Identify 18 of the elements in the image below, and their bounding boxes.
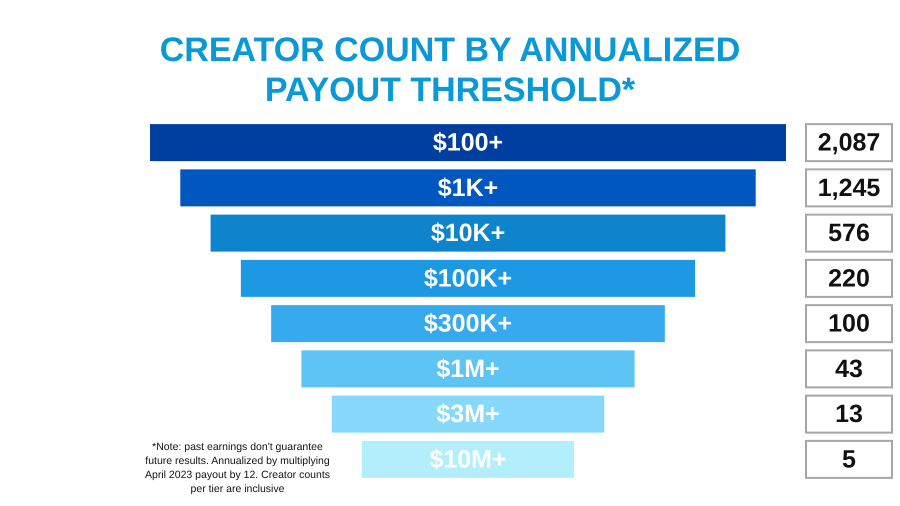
data-label: 5 <box>842 445 856 474</box>
category-label: $1K+ <box>438 174 498 202</box>
text: *Note: past earnings don't guarantee future results. Annualized by multiplying April 2023 payout by 12. Creator counts per tier are inclusive <box>144 440 332 496</box>
data-label: 220 <box>828 264 870 292</box>
data-label: 13 <box>835 400 863 428</box>
category-label: $300K+ <box>424 310 512 338</box>
category-label: $1M+ <box>436 354 500 383</box>
data-label: 576 <box>828 219 870 248</box>
category-label: $100+ <box>432 128 504 157</box>
category-label: $3M+ <box>436 400 500 428</box>
data-label: 43 <box>835 354 863 383</box>
category-label: $10M+ <box>429 445 507 474</box>
category-label: $100K+ <box>424 264 512 292</box>
text: CREATOR COUNT BY ANNUALIZED PAYOUT THRESHOLD* <box>158 30 742 110</box>
category-label: $10K+ <box>430 219 506 248</box>
data-label: 100 <box>828 310 870 338</box>
data-label: 1,245 <box>818 174 880 202</box>
data-label: 2,087 <box>818 128 880 157</box>
